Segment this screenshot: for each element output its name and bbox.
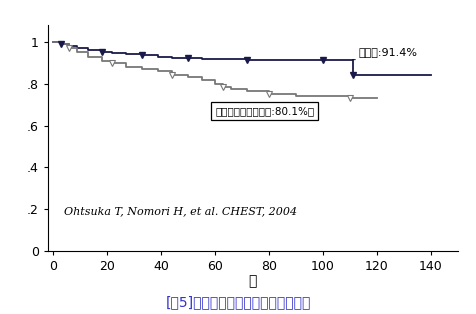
Text: 胸腔鏡:91.4%: 胸腔鏡:91.4% [357,46,416,57]
Text: [囵5]肺がんＩ期に対する術後生存率: [囵5]肺がんＩ期に対する術後生存率 [166,295,310,309]
X-axis label: 月: 月 [248,275,257,289]
Text: （開胸例、全国平均:80.1%）: （開胸例、全国平均:80.1%） [215,106,314,116]
Text: Ohtsuka T, Nomori H, et al. CHEST, 2004: Ohtsuka T, Nomori H, et al. CHEST, 2004 [64,206,297,216]
